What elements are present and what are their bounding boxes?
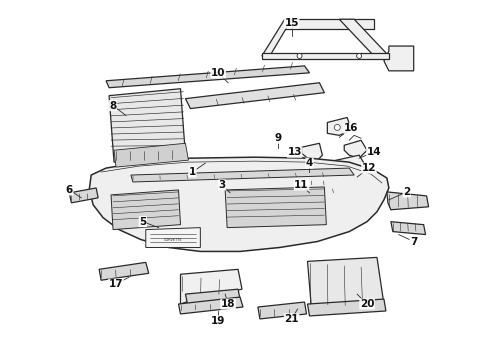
Text: 2: 2 <box>403 187 410 197</box>
Text: 15: 15 <box>284 18 299 28</box>
Circle shape <box>297 54 302 58</box>
Polygon shape <box>297 175 339 187</box>
Text: 14: 14 <box>367 147 381 157</box>
Polygon shape <box>99 262 149 280</box>
Text: 4: 4 <box>306 158 313 168</box>
Text: CORVETTE: CORVETTE <box>163 238 182 242</box>
Text: 21: 21 <box>284 314 299 324</box>
Polygon shape <box>262 53 389 59</box>
Polygon shape <box>384 46 414 71</box>
Polygon shape <box>185 83 324 109</box>
Text: 18: 18 <box>221 299 235 309</box>
Text: 5: 5 <box>139 217 147 227</box>
Polygon shape <box>111 190 180 230</box>
Circle shape <box>334 125 340 130</box>
Polygon shape <box>310 183 346 195</box>
Polygon shape <box>146 228 200 247</box>
Text: 10: 10 <box>211 68 225 78</box>
Polygon shape <box>344 140 367 158</box>
Polygon shape <box>387 192 429 210</box>
Polygon shape <box>308 257 384 309</box>
Polygon shape <box>327 155 367 175</box>
Text: 6: 6 <box>66 185 73 195</box>
Text: 13: 13 <box>287 147 302 157</box>
Text: 1: 1 <box>189 167 196 177</box>
Polygon shape <box>106 66 310 88</box>
Polygon shape <box>327 117 351 135</box>
Text: 12: 12 <box>362 163 376 173</box>
Polygon shape <box>391 222 426 235</box>
Text: 3: 3 <box>219 180 226 190</box>
Polygon shape <box>178 297 243 314</box>
Text: 7: 7 <box>410 237 417 247</box>
Polygon shape <box>315 163 347 177</box>
Polygon shape <box>109 89 185 162</box>
Polygon shape <box>185 289 240 304</box>
Circle shape <box>357 54 362 58</box>
Text: 20: 20 <box>360 299 374 309</box>
Polygon shape <box>301 143 322 160</box>
Polygon shape <box>70 188 98 203</box>
Text: 16: 16 <box>344 123 358 134</box>
Text: 17: 17 <box>109 279 123 289</box>
Polygon shape <box>225 187 326 228</box>
Polygon shape <box>114 143 189 167</box>
Text: 19: 19 <box>211 316 225 326</box>
Text: 9: 9 <box>274 133 281 143</box>
Polygon shape <box>308 299 386 316</box>
Polygon shape <box>89 157 389 251</box>
Text: 8: 8 <box>109 100 117 111</box>
Text: 11: 11 <box>294 180 309 190</box>
Polygon shape <box>258 302 307 319</box>
Polygon shape <box>285 19 374 29</box>
Polygon shape <box>262 19 292 56</box>
Polygon shape <box>180 269 242 304</box>
Polygon shape <box>339 19 389 56</box>
Polygon shape <box>131 168 354 182</box>
